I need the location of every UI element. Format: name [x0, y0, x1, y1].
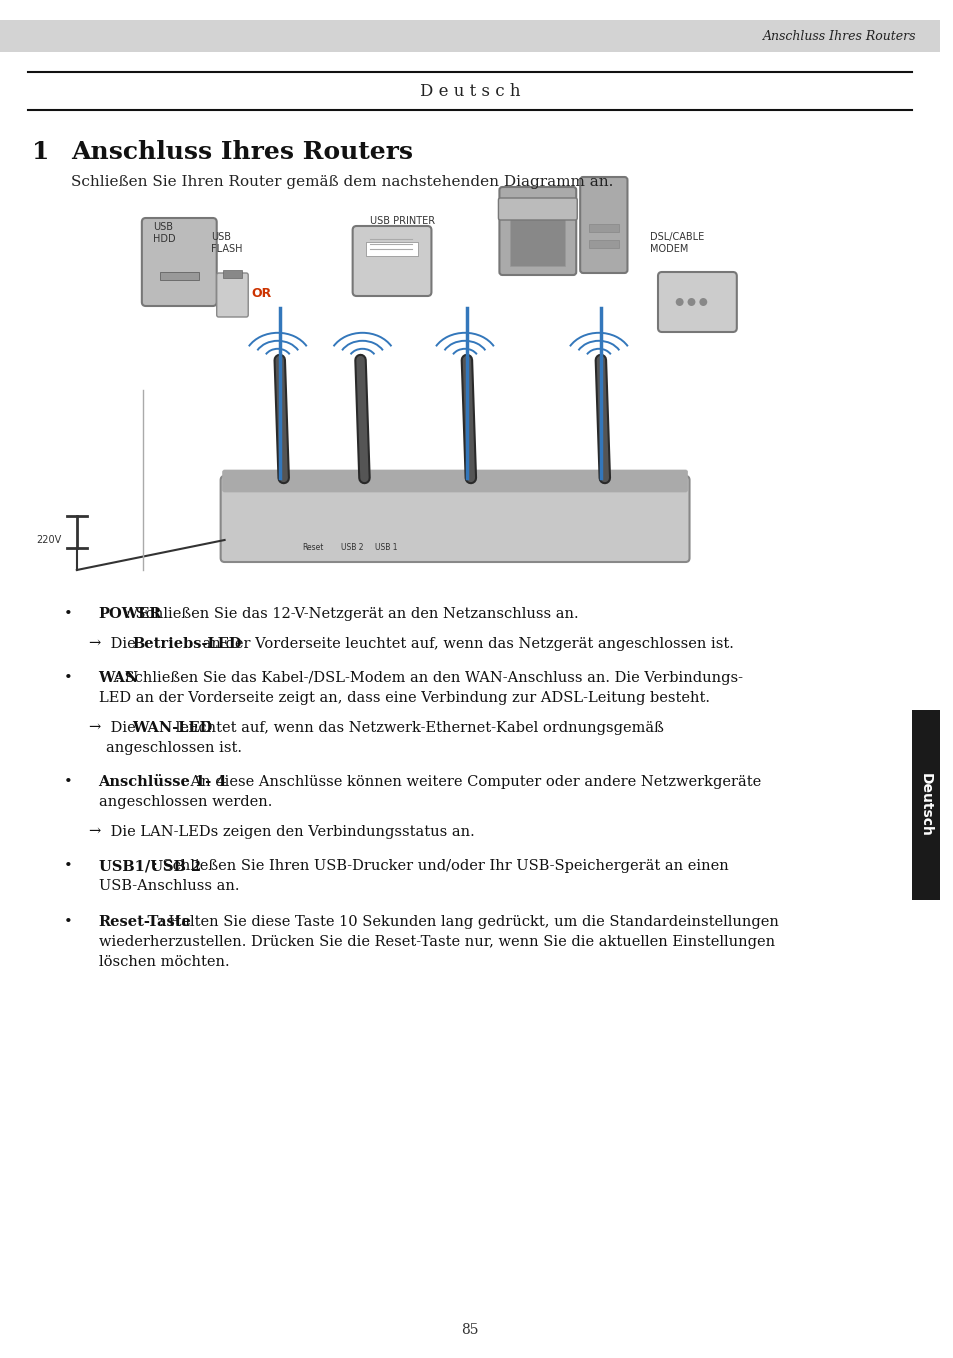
Text: Anschlüsse 1- 4: Anschlüsse 1- 4: [98, 775, 227, 789]
Text: USB 1: USB 1: [375, 543, 397, 553]
Text: Reset: Reset: [302, 543, 324, 553]
Bar: [0, 20, 939, 52]
Text: USB
HDD: USB HDD: [152, 221, 175, 243]
Text: •: •: [64, 775, 72, 789]
Text: wiederherzustellen. Drücken Sie die Reset-Taste nur, wenn Sie die aktuellen Eins: wiederherzustellen. Drücken Sie die Rese…: [98, 936, 774, 949]
Text: : Halten Sie diese Taste 10 Sekunden lang gedrückt, um die Standardeinstellungen: : Halten Sie diese Taste 10 Sekunden lan…: [158, 915, 778, 929]
FancyBboxPatch shape: [220, 477, 689, 562]
Circle shape: [699, 297, 706, 306]
Text: USB 2: USB 2: [341, 543, 363, 553]
Bar: [510, 204, 565, 266]
Text: OR: OR: [251, 287, 272, 300]
Text: angeschlossen ist.: angeschlossen ist.: [107, 741, 242, 755]
Text: 220V: 220V: [36, 535, 61, 545]
Text: DSL/CABLE
MODEM: DSL/CABLE MODEM: [649, 232, 703, 254]
Bar: [911, 710, 939, 900]
Text: USB
FLASH: USB FLASH: [211, 232, 242, 254]
Text: WAN: WAN: [98, 671, 138, 684]
Text: Schließen Sie Ihren Router gemäß dem nachstehenden Diagramm an.: Schließen Sie Ihren Router gemäß dem nac…: [71, 175, 613, 189]
Circle shape: [675, 297, 683, 306]
Text: an der Vorderseite leuchtet auf, wenn das Netzgerät angeschlossen ist.: an der Vorderseite leuchtet auf, wenn da…: [198, 637, 733, 650]
FancyBboxPatch shape: [579, 177, 627, 273]
Circle shape: [687, 297, 695, 306]
Text: Anschluss Ihres Routers: Anschluss Ihres Routers: [761, 30, 915, 42]
Text: Die LAN-LEDs zeigen den Verbindungsstatus an.: Die LAN-LEDs zeigen den Verbindungsstatu…: [107, 826, 475, 839]
Bar: [159, 272, 199, 280]
Text: USB PRINTER: USB PRINTER: [370, 216, 435, 225]
Text: 1: 1: [31, 140, 49, 164]
Text: Anschluss Ihres Routers: Anschluss Ihres Routers: [71, 140, 413, 164]
FancyBboxPatch shape: [497, 198, 577, 220]
Text: •: •: [64, 915, 72, 929]
Text: Deutsch: Deutsch: [918, 773, 932, 837]
Text: •: •: [64, 671, 72, 684]
Text: löschen möchten.: löschen möchten.: [98, 955, 229, 970]
FancyBboxPatch shape: [216, 273, 248, 316]
Text: →: →: [89, 637, 101, 650]
Text: →: →: [89, 826, 101, 839]
Text: : Schließen Sie das 12-V-Netzgerät an den Netzanschluss an.: : Schließen Sie das 12-V-Netzgerät an de…: [126, 607, 578, 621]
Bar: [222, 270, 242, 278]
Text: : Schließen Sie Ihren USB-Drucker und/oder Ihr USB-Speichergerät an einen: : Schließen Sie Ihren USB-Drucker und/od…: [153, 860, 728, 873]
Text: USB-Anschluss an.: USB-Anschluss an.: [98, 879, 239, 894]
Bar: [366, 242, 417, 257]
Text: D e u t s c h: D e u t s c h: [419, 83, 519, 100]
Text: LED an der Vorderseite zeigt an, dass eine Verbindung zur ADSL-Leitung besteht.: LED an der Vorderseite zeigt an, dass ei…: [98, 691, 709, 705]
Text: →: →: [89, 721, 101, 735]
Text: Betriebs-LED: Betriebs-LED: [132, 637, 241, 650]
Bar: [588, 224, 618, 232]
FancyBboxPatch shape: [658, 272, 736, 331]
Text: leuchtet auf, wenn das Netzwerk-Ethernet-Kabel ordnungsgemäß: leuchtet auf, wenn das Netzwerk-Ethernet…: [171, 721, 662, 735]
FancyBboxPatch shape: [353, 225, 431, 296]
Text: : An diese Anschlüsse können weitere Computer oder andere Netzwerkgeräte: : An diese Anschlüsse können weitere Com…: [180, 775, 760, 789]
Text: angeschlossen werden.: angeschlossen werden.: [98, 794, 272, 809]
Text: Die: Die: [107, 721, 141, 735]
Text: USB1/USB 2: USB1/USB 2: [98, 860, 200, 873]
FancyBboxPatch shape: [142, 219, 216, 306]
Text: Die: Die: [107, 637, 141, 650]
Text: •: •: [64, 607, 72, 621]
Text: : Schließen Sie das Kabel-/DSL-Modem an den WAN-Anschluss an. Die Verbindungs-: : Schließen Sie das Kabel-/DSL-Modem an …: [114, 671, 742, 684]
Text: POWER: POWER: [98, 607, 162, 621]
Text: •: •: [64, 860, 72, 873]
Text: Reset-Taste: Reset-Taste: [98, 915, 192, 929]
Text: 85: 85: [460, 1323, 478, 1338]
Text: WAN-LED: WAN-LED: [132, 721, 213, 735]
FancyBboxPatch shape: [498, 187, 576, 276]
FancyBboxPatch shape: [222, 470, 687, 492]
Bar: [588, 240, 618, 249]
Bar: [59, 205, 856, 565]
